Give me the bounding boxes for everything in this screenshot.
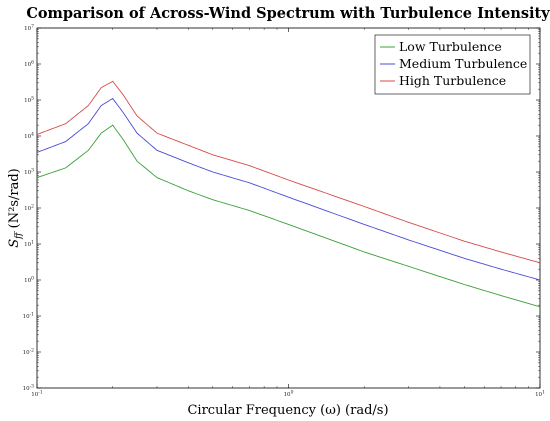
y-tick-label: 107 (24, 24, 34, 33)
y-tick-label: 100 (24, 276, 34, 285)
x-axis-label: Circular Frequency (ω) (rad/s) (187, 403, 388, 418)
y-tick-label: 10-1 (23, 312, 35, 321)
y-tick-label: 105 (24, 96, 34, 105)
series-lines (36, 80, 541, 308)
legend-label: Medium Turbulence (399, 56, 527, 71)
axis-ticks: 10-3 10-2 10-1 100 101 102 103 104 105 106 107 10-1… (23, 24, 545, 399)
x-tick-label: 100 (284, 390, 294, 399)
series-line-low-turbulence (36, 124, 541, 308)
series-line-high-turbulence (36, 80, 541, 264)
y-tick-label: 103 (24, 168, 34, 177)
chart-title: Comparison of Across-Wind Spectrum with … (26, 5, 550, 22)
y-axis-label: Sff (N²s/rad) (7, 168, 24, 248)
legend-label: Low Turbulence (399, 39, 502, 54)
legend-label: High Turbulence (399, 73, 506, 88)
series-line-medium-turbulence (36, 97, 541, 281)
y-tick-label: 10-2 (23, 348, 35, 357)
y-tick-label: 106 (24, 60, 34, 69)
y-tick-label: 102 (24, 204, 34, 213)
x-tick-label: 10-1 (31, 390, 43, 399)
y-tick-label: 101 (24, 240, 34, 249)
legend-box (374, 34, 531, 95)
y-tick-label: 104 (24, 132, 34, 141)
y-tick-label: 10-3 (23, 384, 35, 393)
legend: Low Turbulence Medium Turbulence High Turb… (374, 34, 531, 95)
x-tick-label: 101 (535, 390, 545, 399)
